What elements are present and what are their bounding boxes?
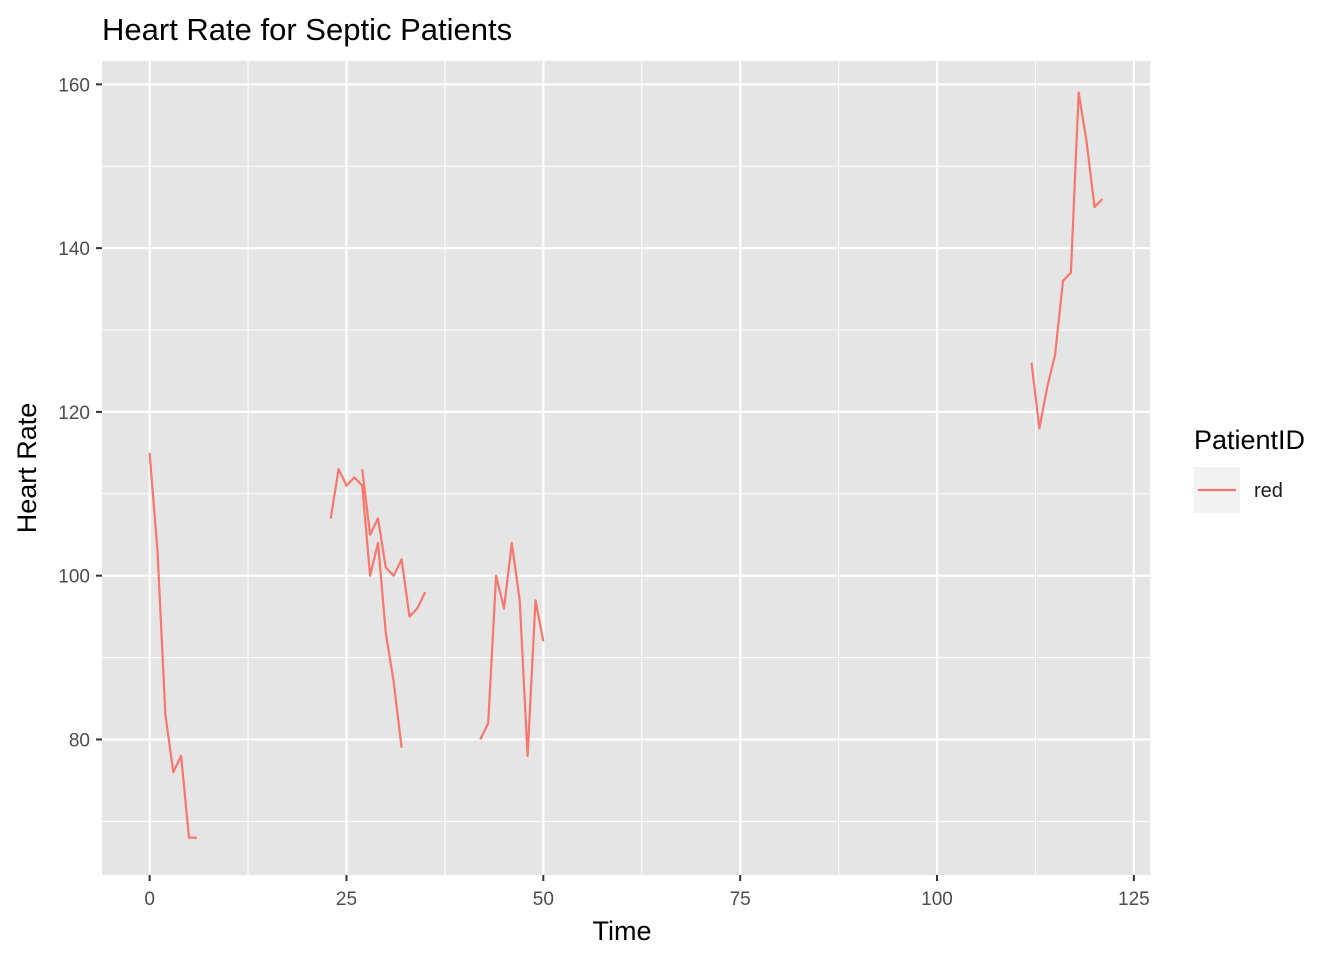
y-tick-label: 80 <box>69 730 90 751</box>
data-lines <box>148 91 1104 839</box>
y-axis-title: Heart Rate <box>12 403 42 534</box>
grid <box>102 61 1150 875</box>
x-tick-label: 25 <box>336 889 357 910</box>
y-tick-label: 100 <box>58 567 90 588</box>
legend-label: red <box>1254 480 1283 502</box>
y-tick-label: 120 <box>58 403 90 424</box>
legend-title: PatientID <box>1194 425 1305 455</box>
x-axis-title: Time <box>593 916 652 946</box>
x-tick-label: 75 <box>730 889 751 910</box>
series-line-segment <box>329 468 403 748</box>
x-tick-label: 50 <box>533 889 554 910</box>
legend: PatientID red <box>1194 425 1305 513</box>
plot-panel <box>102 61 1150 875</box>
series-line-segment <box>148 452 197 839</box>
x-tick-label: 100 <box>921 889 953 910</box>
x-tick-label: 125 <box>1118 889 1150 910</box>
series-line-segment <box>361 469 427 618</box>
x-tick-label: 0 <box>144 889 155 910</box>
y-tick-label: 160 <box>58 75 90 96</box>
series-line-segment <box>1030 91 1104 430</box>
series-line-segment <box>479 541 545 757</box>
y-tick-label: 140 <box>58 239 90 260</box>
axes: 0 25 50 75 100 125 80 100 120 140 160 <box>58 75 1149 910</box>
chart-title: Heart Rate for Septic Patients <box>102 12 512 47</box>
